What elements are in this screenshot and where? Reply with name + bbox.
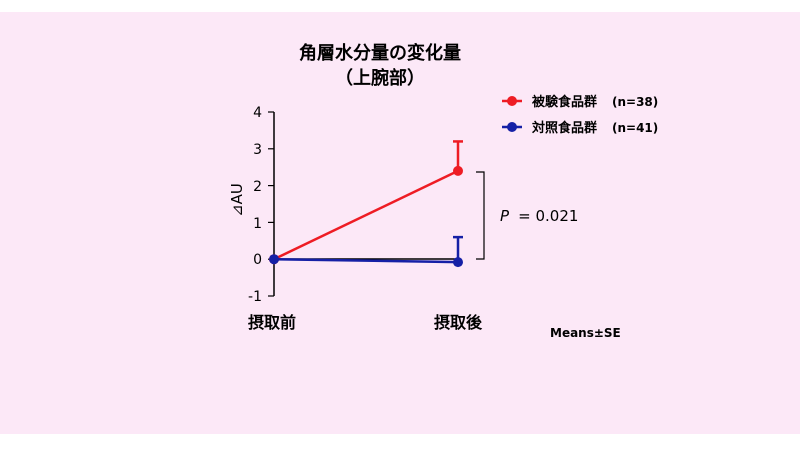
chart-subtitle: （上腕部） (335, 67, 425, 89)
legend-label-test: 被験食品群 (531, 94, 597, 110)
y-tick-label: 3 (253, 142, 262, 158)
y-tick-label: 0 (253, 252, 262, 268)
y-tick-label: 2 (253, 179, 262, 195)
chart-title: 角層水分量の変化量 (299, 42, 461, 64)
legend: 被験食品群 (n=38) 対照食品群 (n=41) (502, 94, 658, 136)
series-line-control (273, 257, 459, 264)
x-category-label: 摂取後 (434, 313, 483, 332)
p-symbol: P (500, 207, 510, 225)
series-layer (269, 140, 463, 268)
y-axis-ticks: 4 3 2 1 0 -1 (248, 105, 274, 305)
y-axis-label: ⊿AU (228, 183, 246, 217)
p-value-annotation: P = 0.021 (500, 206, 578, 225)
data-point-control (453, 257, 463, 268)
means-se-note: Means±SE (550, 326, 621, 340)
legend-item-control: 対照食品群 (n=41) (502, 120, 658, 136)
legend-n-control: (n=41) (612, 121, 658, 135)
x-category-label: 摂取前 (248, 313, 296, 332)
slide-background: 角層水分量の変化量 （上腕部） ⊿AU 4 3 2 1 0 -1 摂取前 摂取後 (0, 12, 800, 434)
y-tick-label: -1 (248, 289, 262, 305)
legend-marker-test (507, 96, 517, 106)
legend-label-control: 対照食品群 (531, 120, 597, 136)
data-point-control (269, 254, 279, 265)
legend-marker-control (507, 122, 517, 132)
series-line-test (273, 169, 459, 261)
legend-n-test: (n=38) (612, 95, 658, 109)
y-tick-label: 4 (253, 105, 262, 121)
legend-item-test: 被験食品群 (n=38) (502, 94, 658, 110)
data-point-test (453, 165, 463, 176)
line-chart: 角層水分量の変化量 （上腕部） ⊿AU 4 3 2 1 0 -1 摂取前 摂取後 (228, 42, 658, 340)
y-tick-label: 1 (253, 216, 262, 232)
significance-bracket (476, 171, 485, 260)
p-value: = 0.021 (518, 207, 578, 225)
